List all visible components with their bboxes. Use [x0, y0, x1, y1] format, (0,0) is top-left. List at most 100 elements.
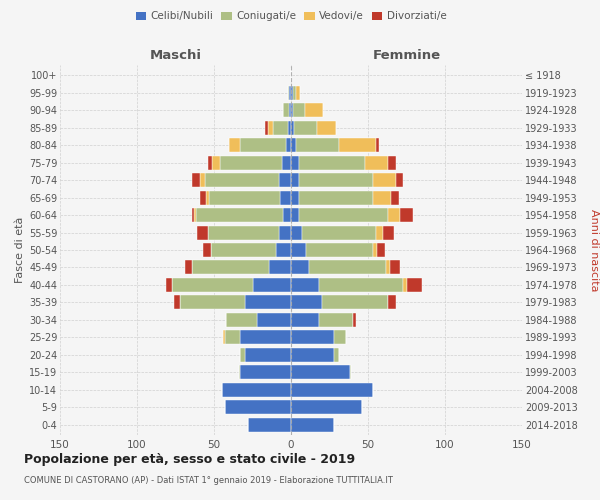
Bar [212, 156, 220, 170]
Bar [291, 226, 302, 239]
Bar [377, 243, 385, 257]
Bar [280, 190, 291, 204]
Bar [294, 121, 317, 135]
Bar [225, 330, 240, 344]
Bar [407, 278, 422, 292]
Bar [193, 208, 194, 222]
Bar [172, 278, 253, 292]
Bar [299, 173, 373, 187]
Bar [223, 330, 225, 344]
Bar [248, 418, 291, 432]
Bar [209, 190, 280, 204]
Bar [200, 173, 205, 187]
Bar [319, 278, 403, 292]
Bar [293, 86, 296, 100]
Bar [291, 330, 334, 344]
Bar [353, 313, 356, 327]
Bar [205, 173, 278, 187]
Bar [208, 226, 278, 239]
Bar [185, 260, 193, 274]
Bar [291, 365, 350, 379]
Bar [291, 278, 319, 292]
Bar [291, 156, 299, 170]
Bar [376, 138, 379, 152]
Bar [334, 348, 339, 362]
Bar [305, 104, 323, 118]
Text: Femmine: Femmine [373, 50, 440, 62]
Bar [200, 190, 206, 204]
Bar [319, 313, 353, 327]
Bar [317, 121, 335, 135]
Bar [291, 400, 362, 414]
Bar [373, 190, 391, 204]
Bar [291, 121, 294, 135]
Bar [391, 190, 399, 204]
Bar [350, 365, 351, 379]
Bar [291, 348, 334, 362]
Bar [299, 208, 388, 222]
Bar [272, 121, 288, 135]
Bar [253, 278, 291, 292]
Bar [302, 226, 376, 239]
Bar [291, 382, 373, 396]
Bar [388, 156, 396, 170]
Bar [282, 156, 291, 170]
Y-axis label: Fasce di età: Fasce di età [14, 217, 25, 283]
Y-axis label: Anni di nascita: Anni di nascita [589, 209, 599, 291]
Bar [166, 278, 172, 292]
Bar [222, 382, 291, 396]
Bar [396, 173, 403, 187]
Bar [291, 243, 307, 257]
Bar [299, 156, 365, 170]
Bar [174, 296, 180, 310]
Bar [197, 226, 208, 239]
Text: COMUNE DI CASTORANO (AP) - Dati ISTAT 1° gennaio 2019 - Elaborazione TUTTITALIA.: COMUNE DI CASTORANO (AP) - Dati ISTAT 1°… [24, 476, 393, 485]
Bar [296, 138, 339, 152]
Bar [291, 173, 299, 187]
Bar [245, 296, 291, 310]
Bar [334, 330, 346, 344]
Bar [194, 208, 196, 222]
Bar [286, 138, 291, 152]
Bar [322, 296, 388, 310]
Bar [278, 173, 291, 187]
Bar [339, 138, 376, 152]
Bar [240, 330, 291, 344]
Bar [225, 400, 291, 414]
Bar [193, 260, 269, 274]
Legend: Celibi/Nubili, Coniugati/e, Vedovi/e, Divorziati/e: Celibi/Nubili, Coniugati/e, Vedovi/e, Di… [131, 8, 451, 26]
Bar [291, 138, 296, 152]
Bar [203, 243, 211, 257]
Bar [268, 121, 272, 135]
Bar [211, 243, 275, 257]
Bar [386, 260, 389, 274]
Bar [291, 418, 334, 432]
Bar [291, 208, 299, 222]
Bar [291, 260, 310, 274]
Bar [257, 313, 291, 327]
Bar [288, 86, 289, 100]
Bar [400, 208, 413, 222]
Bar [193, 173, 200, 187]
Bar [388, 296, 396, 310]
Bar [291, 104, 293, 118]
Bar [278, 226, 291, 239]
Bar [180, 296, 245, 310]
Text: Popolazione per età, sesso e stato civile - 2019: Popolazione per età, sesso e stato civil… [24, 452, 355, 466]
Bar [383, 226, 394, 239]
Bar [240, 365, 291, 379]
Bar [206, 190, 209, 204]
Bar [310, 260, 386, 274]
Bar [208, 156, 212, 170]
Bar [289, 104, 291, 118]
Bar [269, 260, 291, 274]
Bar [240, 138, 286, 152]
Bar [265, 121, 268, 135]
Bar [229, 138, 240, 152]
Bar [293, 104, 305, 118]
Bar [291, 296, 322, 310]
Bar [291, 313, 319, 327]
Bar [275, 243, 291, 257]
Bar [376, 226, 383, 239]
Bar [373, 173, 396, 187]
